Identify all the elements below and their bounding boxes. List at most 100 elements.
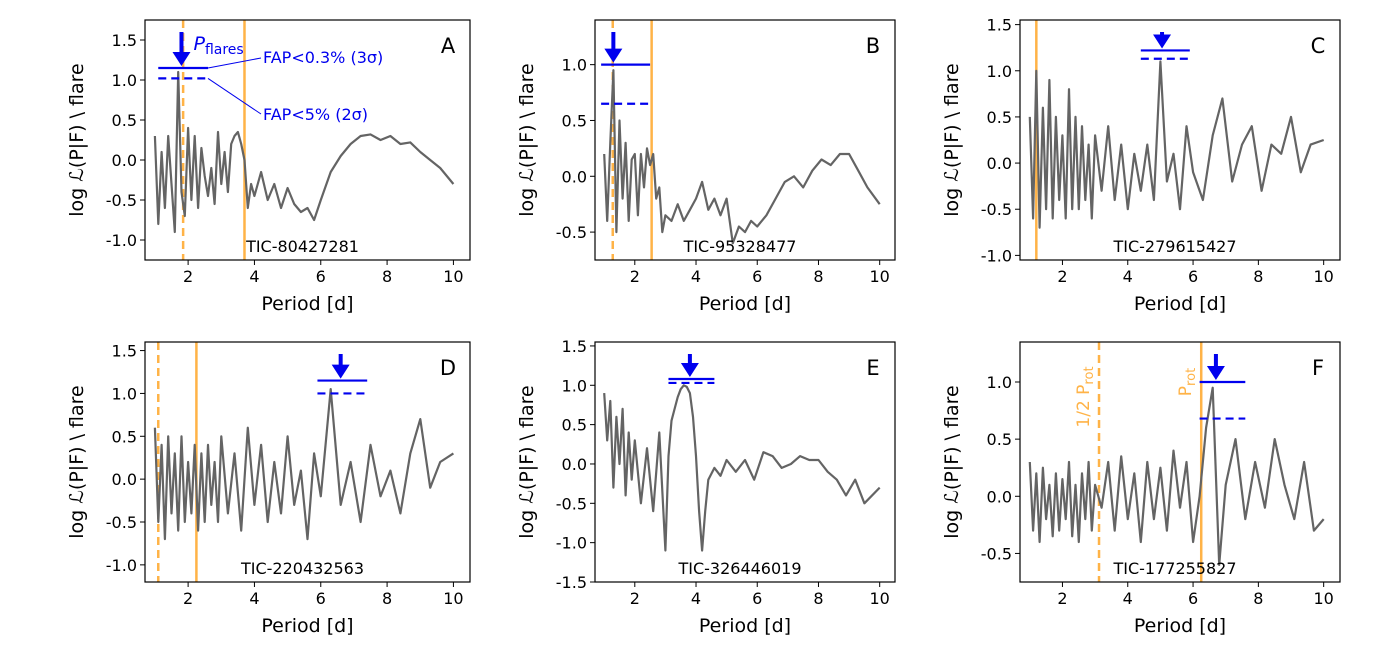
flare-period-arrow-head (604, 48, 623, 63)
panel-c: 2 4 6 8 10 -1.0 -0.5 0.0 0.5 1.0 1.5 Period [d] log … (941, 16, 1341, 315)
x-tick-label: 8 (382, 589, 392, 608)
flare-period-arrow-head (172, 52, 191, 66)
target-id-label: TIC-177255827 (1112, 559, 1236, 578)
p-flares-symbol: P (193, 33, 205, 55)
y-tick-label: -1.0 (106, 556, 137, 575)
panel-letter: C (1311, 34, 1326, 58)
y-tick-label: 0.0 (112, 470, 137, 489)
y-tick-label: 0.5 (112, 111, 137, 130)
y-tick-label: 0.5 (987, 108, 1012, 127)
x-axis-label: Period [d] (1134, 615, 1226, 637)
flare-period-arrow-head (680, 362, 699, 377)
y-tick-label: 1.5 (112, 31, 137, 50)
y-tick-label: 1.5 (987, 16, 1012, 35)
panel-a: 2 4 6 8 10 -1.0 -0.5 0.0 0.5 1.0 1.5 Period [d] log … (66, 19, 471, 315)
target-id-label: TIC-95328477 (683, 237, 797, 256)
panel-letter: D (440, 356, 456, 380)
x-tick-label: 2 (630, 589, 640, 608)
panel-e: 2 4 6 8 10 -1.5 -1.0 -0.5 0.0 0.5 1.0 1.5 Period [d]… (516, 337, 896, 637)
y-tick-label: -0.5 (981, 544, 1012, 563)
x-tick-label: 4 (249, 589, 259, 608)
periodogram-line (153, 388, 455, 541)
panel-letter: A (441, 34, 456, 58)
fap-2sigma-leader (207, 77, 262, 115)
flare-period-arrow-head (1206, 366, 1225, 380)
x-tick-label: 10 (870, 267, 890, 286)
y-tick-label: 0.0 (562, 455, 587, 474)
x-tick-label: 8 (1253, 589, 1263, 608)
p-flares-subscript: flares (205, 42, 244, 58)
x-tick-label: 10 (1313, 267, 1333, 286)
y-axis-label: log ℒ(P|F) \ flare (941, 385, 963, 538)
x-tick-label: 4 (1123, 267, 1133, 286)
x-tick-label: 2 (1057, 267, 1067, 286)
periodogram-line (603, 384, 881, 552)
panel-letter: F (1312, 356, 1324, 380)
x-tick-label: 2 (630, 267, 640, 286)
y-tick-label: 1.0 (562, 56, 587, 75)
y-tick-label: 1.0 (987, 373, 1012, 392)
x-tick-label: 8 (813, 267, 823, 286)
x-tick-label: 6 (752, 589, 762, 608)
flare-period-arrow-head (331, 364, 350, 379)
panel-b: 2 4 6 8 10 -0.5 0.0 0.5 1.0 Period [d] log ℒ(P|F) … (516, 19, 896, 315)
axes-frame (144, 19, 471, 261)
x-tick-label: 2 (183, 267, 193, 286)
y-tick-label: -0.5 (106, 513, 137, 532)
x-tick-label: 8 (813, 589, 823, 608)
y-tick-label: 1.0 (112, 71, 137, 90)
panel-f: 2 4 6 8 10 -0.5 0.0 0.5 1.0 Period [d] log ℒ(P|F) … (941, 341, 1341, 637)
y-tick-label: 0.0 (562, 167, 587, 186)
x-tick-label: 8 (1253, 267, 1263, 286)
x-tick-label: 6 (1188, 589, 1198, 608)
y-tick-label: -0.5 (981, 200, 1012, 219)
x-tick-label: 6 (316, 589, 326, 608)
target-id-label: TIC-80427281 (245, 237, 359, 256)
y-tick-label: 1.5 (112, 342, 137, 361)
y-tick-label: 0.5 (112, 427, 137, 446)
y-tick-label: -1.0 (981, 246, 1012, 265)
periodogram-line (153, 70, 455, 234)
x-tick-label: 8 (382, 267, 392, 286)
x-axis-label: Period [d] (261, 293, 353, 315)
axes-frame (1019, 19, 1341, 261)
x-tick-label: 6 (752, 267, 762, 286)
y-axis-label: log ℒ(P|F) \ flare (66, 63, 88, 216)
flare-period-arrow-head (1153, 34, 1172, 49)
axes-frame (1019, 341, 1341, 583)
x-tick-label: 2 (1057, 589, 1067, 608)
fap-3sigma-label: FAP<0.3% (3σ) (263, 48, 383, 67)
x-axis-label: Period [d] (699, 615, 791, 637)
fap-3sigma-leader (207, 57, 262, 69)
x-tick-label: 2 (183, 589, 193, 608)
y-tick-label: 1.0 (987, 62, 1012, 81)
target-id-label: TIC-220432563 (240, 559, 364, 578)
y-tick-label: 0.0 (112, 151, 137, 170)
y-tick-label: -0.5 (556, 494, 587, 513)
half-prot-label-main: 1/2 P (1074, 385, 1094, 428)
axes-frame (144, 341, 471, 583)
y-axis-label: log ℒ(P|F) \ flare (516, 385, 538, 538)
target-id-label: TIC-279615427 (1112, 237, 1236, 256)
x-axis-label: Period [d] (261, 615, 353, 637)
x-tick-label: 10 (443, 267, 463, 286)
target-id-label: TIC-326446019 (677, 559, 801, 578)
y-tick-label: -1.5 (556, 573, 587, 592)
x-tick-label: 4 (1123, 589, 1133, 608)
x-tick-label: 10 (1313, 589, 1333, 608)
x-tick-label: 4 (691, 267, 701, 286)
panel-letter: B (866, 34, 880, 58)
y-tick-label: -1.0 (106, 231, 137, 250)
y-tick-label: 1.0 (112, 384, 137, 403)
y-tick-label: -0.5 (106, 191, 137, 210)
y-tick-label: 0.0 (987, 487, 1012, 506)
x-axis-label: Period [d] (1134, 293, 1226, 315)
panel-letter: E (866, 356, 879, 380)
y-axis-label: log ℒ(P|F) \ flare (66, 385, 88, 538)
prot-label-main: P (1176, 386, 1196, 396)
y-tick-label: 0.5 (562, 416, 587, 435)
x-tick-label: 10 (870, 589, 890, 608)
y-axis-label: log ℒ(P|F) \ flare (516, 63, 538, 216)
axes-frame (594, 341, 896, 583)
half-prot-label-subscript: rot (1082, 366, 1097, 384)
